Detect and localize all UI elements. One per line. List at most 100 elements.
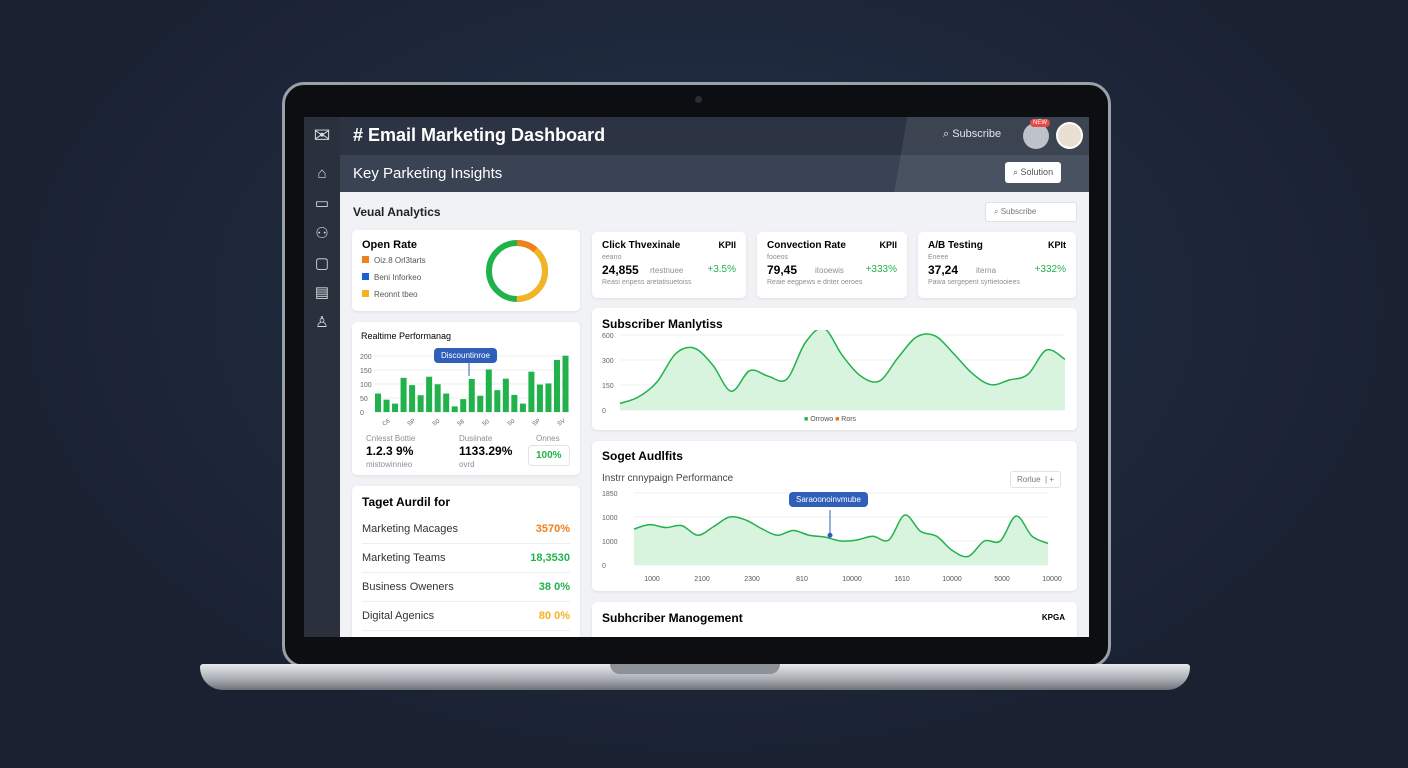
inbox-icon[interactable]: ▭ [314,195,330,212]
audience-row[interactable]: Marketing Teams 18,3530 [362,544,570,573]
kpi-sub: Eneee [928,254,949,261]
x-tick-label: C6 [382,418,392,428]
bar [460,399,467,412]
audience-title: Taget Aurdil for [362,495,450,509]
management-title: Subhcriber Manogement [602,611,743,625]
stat-3-label: Onnes [536,434,560,443]
audience-row[interactable]: Marketing Macages 3570% [362,515,570,544]
stat-2-value: 1133.29% [459,444,513,458]
x-tick-label: 2100 [694,576,710,583]
y-tick-label: 0 [602,408,606,415]
webcam [695,96,702,103]
open-rate-legend-item: Beni Inforkeo [362,273,421,282]
legend-label-1: Orrowo [810,416,834,423]
kpi-value: 24,855 [602,263,639,277]
search-icon: ⌕ [943,128,953,140]
stat-2-sub: ovrd [459,460,475,469]
subscribe-search[interactable]: ⌕ Subscribe [943,128,1001,141]
audience-row[interactable]: Business Oweners 38 0% [362,573,570,602]
bar [502,378,509,412]
kpi-tag: KPIt [1048,240,1066,250]
audits-filter-button[interactable]: Rorlue | + [1010,471,1061,488]
reports-icon[interactable]: ▤ [314,284,330,301]
audience-value: 18,3530 [530,552,570,564]
users-icon[interactable]: ⚇ [315,225,329,242]
legend-swatch [362,290,369,297]
y-tick-label: 300 [602,358,614,365]
kpi-change: +333% [865,264,897,275]
kpi-sub: fooeos [767,254,789,261]
user-avatar[interactable] [1056,122,1083,149]
open-rate-card: Open Rate Oiz.8 Orl3tarts Beni Inforkeo Re… [352,230,580,311]
x-tick-label: S0 [432,418,442,428]
notification-badge: NEW [1030,119,1050,127]
audience-label: Digital Agenics [362,610,435,622]
bar [409,385,416,412]
analytics-search[interactable]: ⌕ Subscribe [985,202,1077,222]
legend-label: Oiz.8 Orl3tarts [374,256,426,265]
legend-swatch-green: ■ [804,416,809,423]
bar [468,378,475,412]
open-rate-title: Open Rate [362,239,418,251]
audience-value: 3570% [535,523,570,535]
profile-icon[interactable]: ♙ [315,314,329,331]
kpi-card[interactable]: A/B Testing KPIt Eneee 37,24 iterna +332… [918,232,1076,298]
y-tick-label: 1850 [602,491,618,498]
legend-label: Reonnt tbeo [374,290,418,299]
stat-1-sub: mistowinnieo [366,460,413,469]
legend-swatch [362,256,369,263]
audits-tooltip: Saraoonoinvmube [789,492,868,507]
audience-row[interactable]: Digital Agenics 80 0% [362,602,570,631]
home-icon[interactable]: ⌂ [317,165,327,182]
kpi-card[interactable]: Click Thvexinale KPII eeano 24,855 rtest… [592,232,746,298]
bar [375,393,382,412]
dashboard-screen: ✉ ⌂ ▭ ⚇ ▢ ▤ ♙ # Email Marketing Dashboar… [304,117,1089,637]
audience-label: Marketing Macages [362,523,458,535]
kpi-change: +332% [1034,264,1066,275]
bar [562,355,569,412]
solution-button[interactable]: ⌕ Solution [1005,162,1062,183]
bar [511,394,518,412]
bar [545,383,552,412]
bar [536,384,543,412]
avatar[interactable] [1023,123,1049,149]
kpi-title: Convection Rate [767,240,846,251]
audience-value: 38 0% [538,581,570,593]
kpi-sub: eeano [602,254,622,261]
solution-label: Solution [1020,167,1054,177]
y-tick-label: 150 [360,368,372,375]
management-tag: KPGA [1041,613,1065,622]
x-tick-label: 1000 [644,576,660,583]
open-rate-donut [486,240,548,302]
bar [443,393,450,412]
y-tick-label: 600 [602,333,614,340]
x-tick-label: SP [407,418,417,428]
section-title: Key Parketing Insights [353,165,503,182]
kpi-tag: KPII [879,240,897,250]
kpi-card[interactable]: Convection Rate KPII fooeos 79,45 itooew… [757,232,907,298]
x-tick-label: 10000 [842,576,862,583]
subscriber-legend: ■ Orrowo ■ Rors [804,416,856,423]
area-fill [634,514,1048,565]
bar [426,376,433,412]
stat-1-value: 1.2.3 9% [366,444,414,458]
open-rate-legend-item: Oiz.8 Orl3tarts [362,256,426,265]
y-tick-label: 1000 [602,515,618,522]
folder-icon[interactable]: ▢ [314,255,330,272]
audits-filter-label: Rorlue [1017,475,1041,484]
kpi-unit: rtestnuee [650,266,684,275]
donut-orange-segment [486,240,548,302]
bar [553,359,560,412]
laptop-notch [610,664,780,674]
kpi-value: 37,24 [928,263,959,277]
y-tick-label: 50 [360,396,368,403]
management-card: Subhcriber Manogement KPGA [592,602,1077,637]
legend-swatch-orange: ■ [835,416,840,423]
x-tick-label: 5000 [994,576,1010,583]
kpi-tag: KPII [718,240,736,250]
stat-1-label: Cnlesst Bottie [366,434,416,443]
x-tick-label: 58 [457,419,466,428]
kpi-title: A/B Testing [928,240,983,251]
audience-label: Marketing Teams [362,552,446,564]
open-rate-legend-item: Reonnt tbeo [362,290,418,299]
